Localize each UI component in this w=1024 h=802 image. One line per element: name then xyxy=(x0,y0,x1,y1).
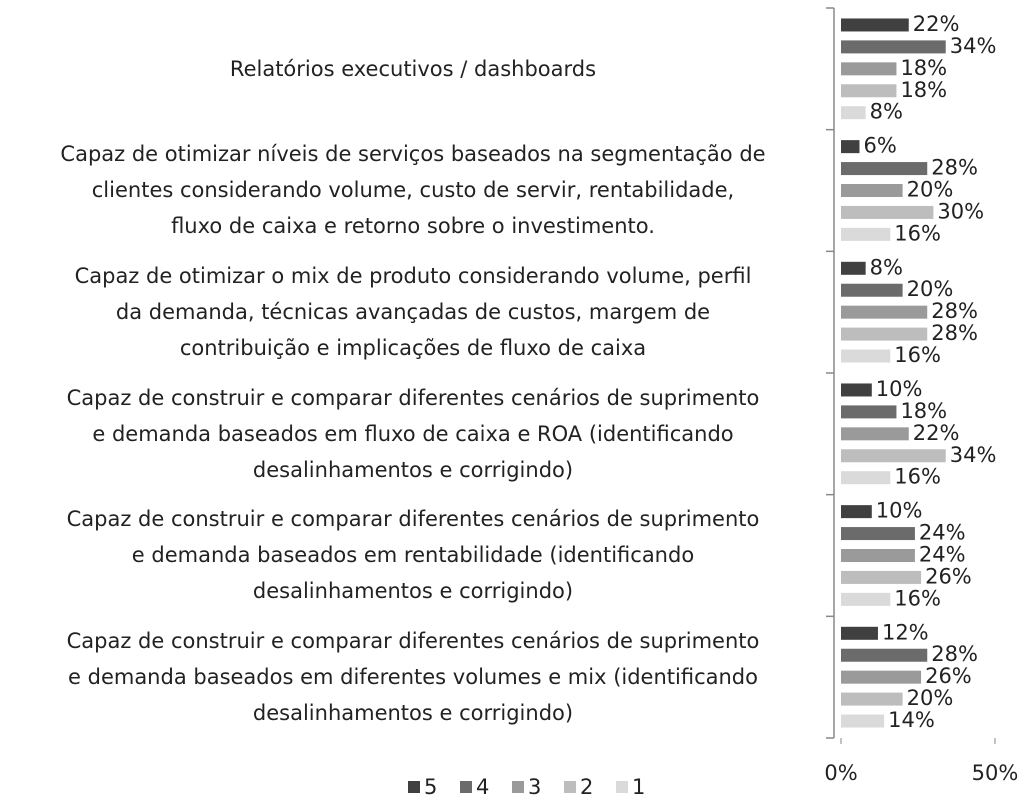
value-label: 24% xyxy=(919,543,966,567)
bar xyxy=(841,84,897,98)
bar xyxy=(841,670,922,684)
bar xyxy=(841,184,903,197)
value-label: 22% xyxy=(913,12,960,36)
legend-swatch xyxy=(460,781,472,793)
bar xyxy=(841,349,891,363)
bar xyxy=(841,449,946,463)
legend-label: 2 xyxy=(580,775,593,799)
bar xyxy=(841,527,915,541)
category-label: Capaz de construir e comparar diferentes… xyxy=(4,373,822,495)
bar xyxy=(841,327,928,341)
value-label: 20% xyxy=(907,277,954,301)
value-label: 26% xyxy=(925,664,972,688)
value-label: 26% xyxy=(925,564,972,588)
value-label: 28% xyxy=(931,299,978,323)
bar xyxy=(841,62,897,76)
legend-label: 4 xyxy=(476,775,489,799)
value-label: 28% xyxy=(931,321,978,345)
category-text: Capaz de construir e comparar diferentes… xyxy=(66,629,760,726)
bar xyxy=(841,106,866,120)
bar xyxy=(841,305,928,319)
bar xyxy=(841,283,903,297)
bar xyxy=(841,648,928,662)
value-label: 18% xyxy=(900,399,947,423)
value-label: 6% xyxy=(863,134,896,158)
category-label: Relatórios executivos / dashboards xyxy=(4,8,822,130)
category-label: Capaz de construir e comparar diferentes… xyxy=(4,495,822,617)
value-label: 18% xyxy=(900,56,947,80)
x-tick-label: 0% xyxy=(824,761,857,785)
bar xyxy=(841,162,928,176)
value-label: 12% xyxy=(882,620,929,644)
value-label: 28% xyxy=(931,156,978,180)
category-label: Capaz de otimizar níveis de serviços bas… xyxy=(4,130,822,252)
category-text: Capaz de otimizar níveis de serviços bas… xyxy=(60,142,766,239)
category-label: Capaz de otimizar o mix de produto consi… xyxy=(4,251,822,373)
value-label: 16% xyxy=(894,343,941,367)
bar xyxy=(841,205,934,219)
bar xyxy=(841,692,903,706)
category-label: Capaz de construir e comparar diferentes… xyxy=(4,616,822,738)
value-label: 18% xyxy=(900,78,947,102)
bar xyxy=(841,570,922,584)
value-label: 16% xyxy=(894,221,941,245)
bar xyxy=(841,405,897,419)
value-label: 8% xyxy=(870,100,903,124)
value-label: 10% xyxy=(876,499,923,523)
bar xyxy=(841,549,915,562)
value-label: 24% xyxy=(919,521,966,545)
value-label: 20% xyxy=(907,686,954,710)
value-label: 28% xyxy=(931,642,978,666)
bar xyxy=(841,40,946,54)
category-text: Relatórios executivos / dashboards xyxy=(229,56,597,81)
legend-swatch xyxy=(564,781,576,793)
legend-swatch xyxy=(408,781,420,793)
value-label: 14% xyxy=(888,708,935,732)
legend-label: 3 xyxy=(528,775,541,799)
value-label: 30% xyxy=(937,199,984,223)
category-text: Capaz de construir e comparar diferentes… xyxy=(66,385,760,482)
bar xyxy=(841,427,909,441)
legend-label: 5 xyxy=(424,775,437,799)
value-label: 22% xyxy=(913,421,960,445)
legend-label: 1 xyxy=(632,775,645,799)
value-label: 20% xyxy=(907,178,954,202)
bar xyxy=(841,140,860,154)
bar xyxy=(841,626,878,640)
bar xyxy=(841,18,909,32)
value-label: 34% xyxy=(950,443,997,467)
bar xyxy=(841,383,872,397)
category-text: Capaz de construir e comparar diferentes… xyxy=(66,507,760,604)
bar xyxy=(841,505,872,519)
legend-swatch xyxy=(616,781,628,793)
bar xyxy=(841,592,891,606)
category-text: Capaz de otimizar o mix de produto consi… xyxy=(74,264,752,361)
x-tick-label: 50% xyxy=(972,761,1019,785)
legend-swatch xyxy=(512,781,524,793)
bar xyxy=(841,261,866,275)
value-label: 10% xyxy=(876,377,923,401)
bar xyxy=(841,714,885,728)
bar xyxy=(841,471,891,485)
value-label: 34% xyxy=(950,34,997,58)
value-label: 8% xyxy=(870,255,903,279)
value-label: 16% xyxy=(894,586,941,610)
value-label: 16% xyxy=(894,465,941,489)
bar xyxy=(841,227,891,241)
